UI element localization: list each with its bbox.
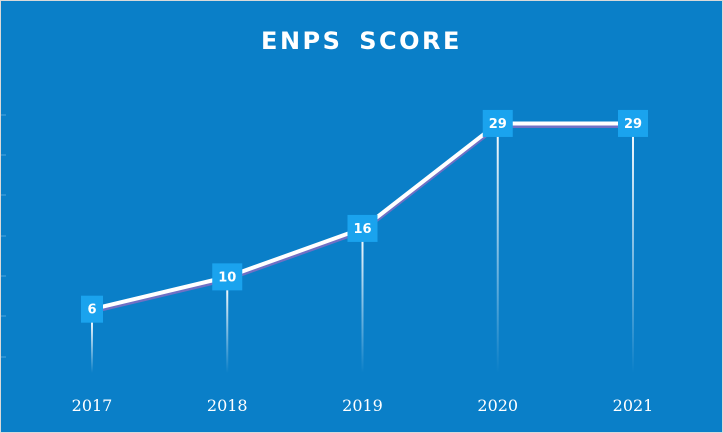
x-tick-label: 2017 — [72, 396, 113, 415]
x-axis: 2017 2018 2019 2020 2021 — [72, 396, 654, 415]
data-labels: 6 10 16 29 29 — [81, 109, 648, 323]
drop-line — [91, 321, 93, 373]
drop-line — [361, 240, 364, 373]
data-label-box — [81, 295, 103, 323]
data-label-box — [618, 109, 648, 137]
drop-lines — [91, 135, 634, 373]
y-axis-tick-marks — [1, 114, 6, 358]
drop-line — [496, 135, 499, 373]
data-label-box — [482, 109, 513, 137]
data-label-box — [212, 263, 243, 291]
data-label: 10 — [218, 270, 236, 285]
data-label: 29 — [624, 117, 642, 132]
x-tick-label: 2021 — [613, 396, 654, 415]
drop-line — [226, 288, 229, 373]
x-tick-label: 2020 — [477, 396, 518, 415]
chart-title: ENPS SCORE — [261, 27, 462, 55]
x-tick-label: 2018 — [207, 396, 248, 415]
data-label: 6 — [87, 303, 96, 318]
data-label: 29 — [489, 117, 507, 132]
drop-line — [632, 135, 634, 373]
data-label-box — [347, 214, 378, 242]
data-label: 16 — [353, 222, 371, 237]
x-tick-label: 2019 — [342, 396, 383, 415]
